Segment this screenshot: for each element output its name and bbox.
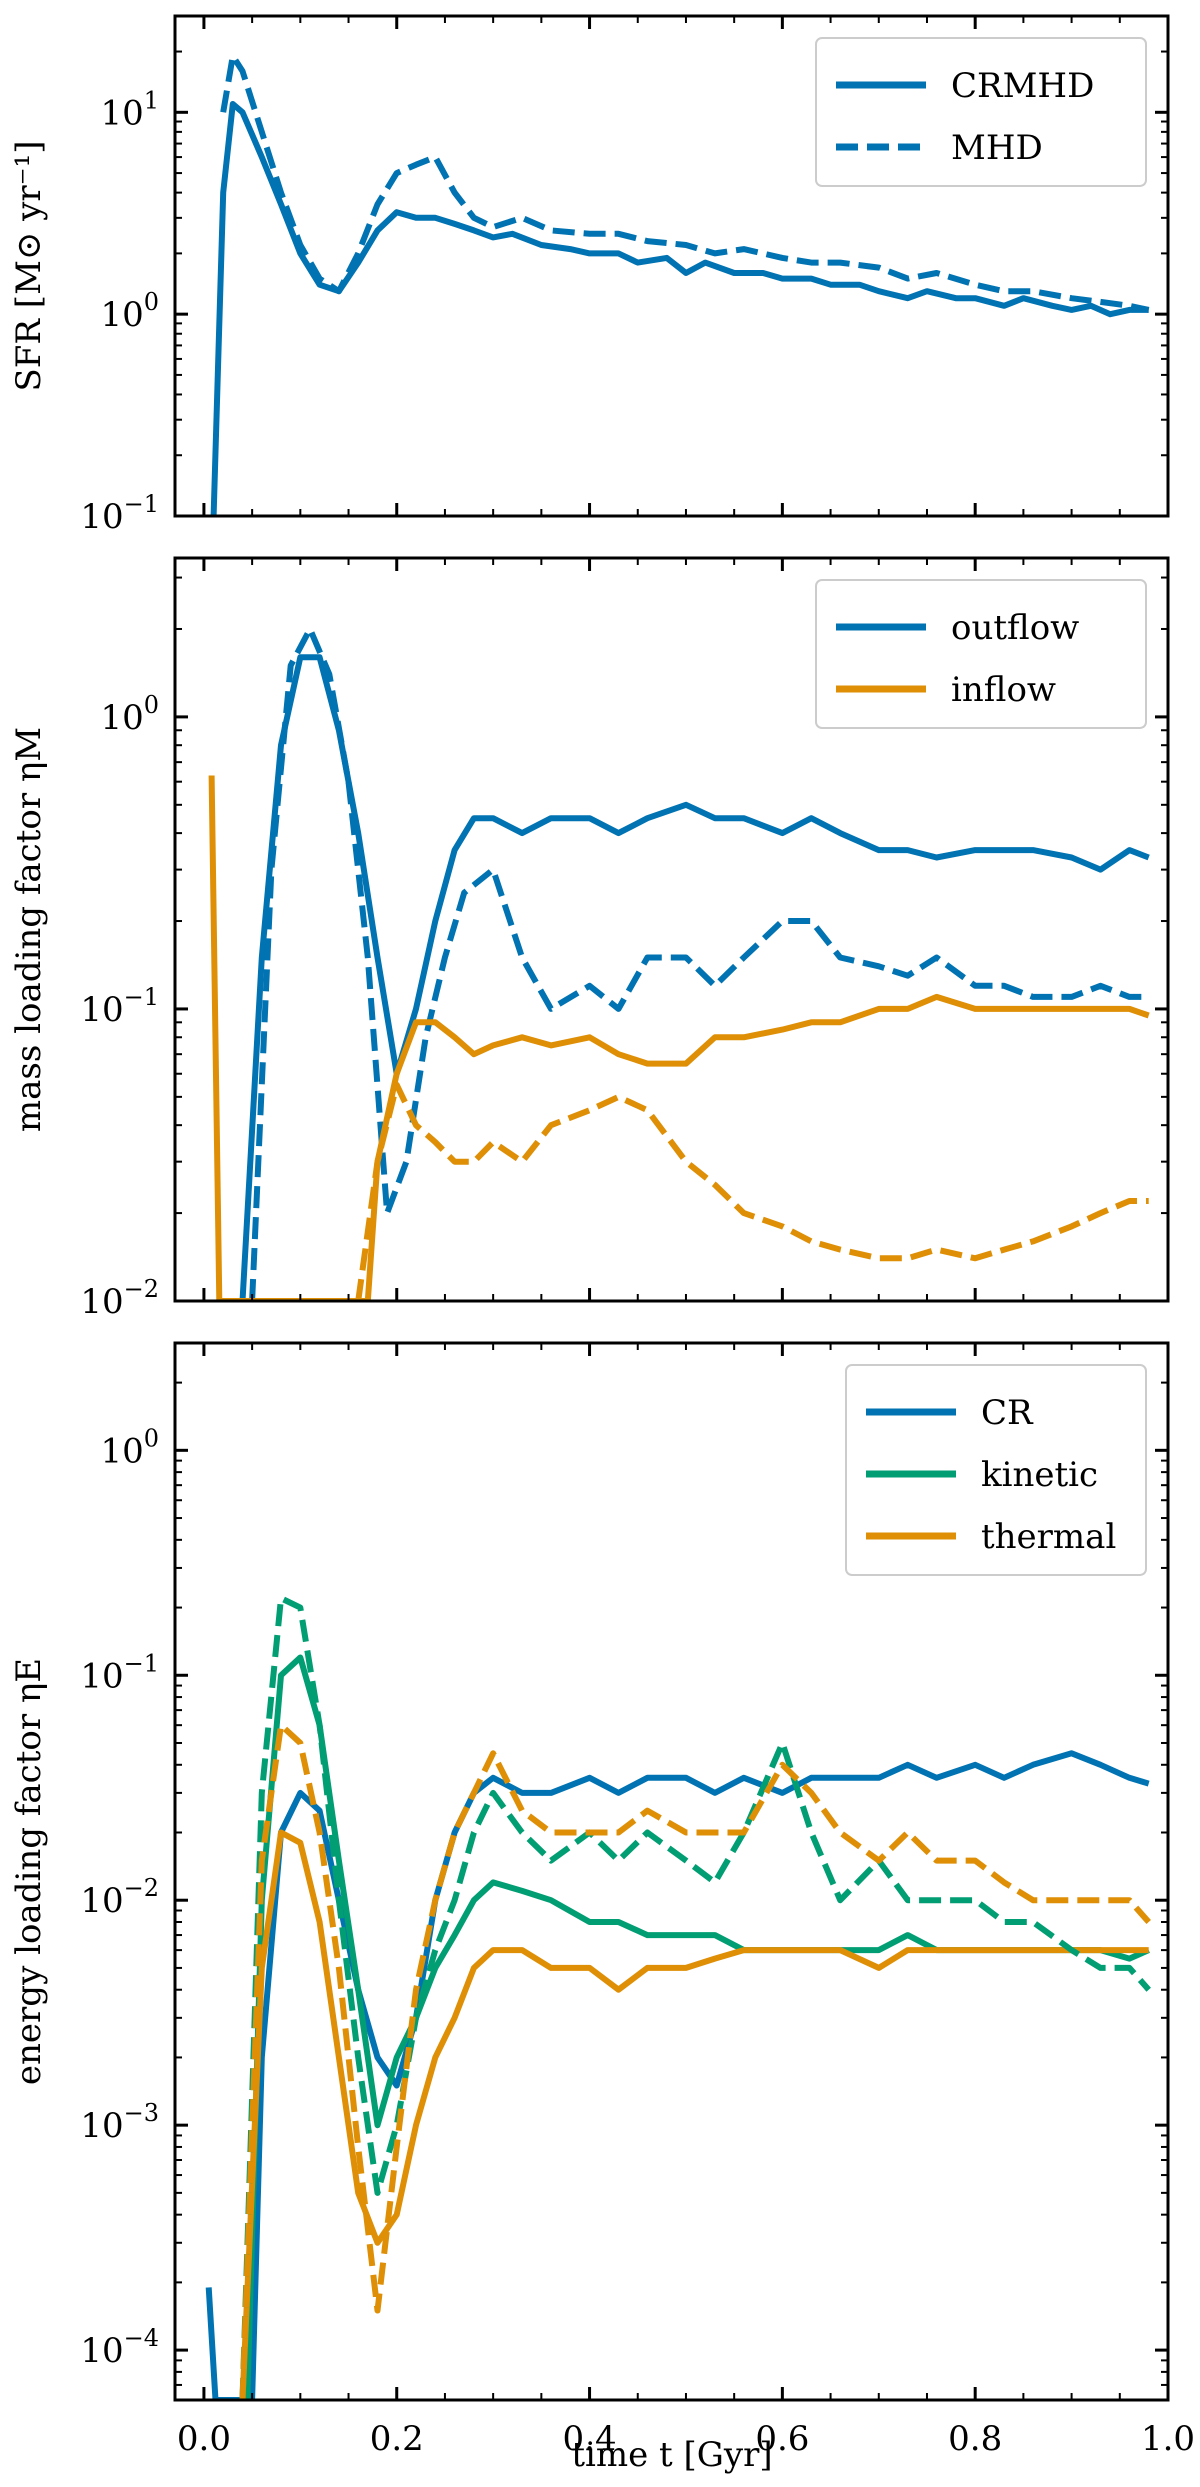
- series-line-thermal-crmhd: [239, 1829, 1149, 2400]
- y-tick-label: 10−1: [80, 490, 159, 537]
- x-tick-label: 0.0: [177, 2419, 231, 2459]
- legend-label-kinetic: kinetic: [981, 1455, 1098, 1495]
- y-tick-label: 101: [100, 86, 159, 133]
- axes-frame: [173, 556, 1170, 1303]
- energy-loading-panel: 10−4 10−3 10−2 10−1 100 energy loading factor…: [9, 1341, 1170, 2402]
- series-line-kinetic-mhd: [239, 1595, 1151, 2400]
- y-axis-label: SFR [M⊙ yr⁻¹]: [9, 141, 49, 392]
- x-tick-label: 1.0: [1141, 2419, 1195, 2459]
- axes-frame: [173, 14, 1170, 518]
- legend: CRMHD MHD: [815, 37, 1147, 187]
- series-group: [205, 1595, 1151, 2400]
- y-tick-label: 100: [100, 1424, 159, 1471]
- series-group: [210, 53, 1150, 516]
- sfr-panel: 10−1 100 101 SFR [M⊙ yr⁻¹] CRMHD MHD: [9, 14, 1170, 537]
- legend-label-cr: CR: [981, 1393, 1034, 1433]
- y-tick-label: 10−2: [80, 1874, 159, 1921]
- mass-loading-panel: 10−2 10−1 100 mass loading factor ηM outflow…: [9, 556, 1170, 1322]
- x-axis-label: time t [Gyr]: [571, 2435, 772, 2475]
- legend-label-inflow: inflow: [951, 670, 1056, 710]
- axes-frame: [173, 1341, 1170, 2402]
- x-tick-label: 0.4: [563, 2419, 617, 2459]
- series-line-crmhd: [210, 101, 1149, 516]
- y-tick-label: 10−4: [80, 2324, 159, 2371]
- legend-label-crmhd: CRMHD: [951, 66, 1094, 106]
- legend-box: [845, 1364, 1147, 1576]
- y-tick-label: 100: [100, 288, 159, 335]
- y-axis-label: mass loading factor ηM: [9, 727, 49, 1132]
- legend: outflow inflow: [815, 579, 1147, 729]
- series-line-mhd: [220, 53, 1150, 313]
- legend-label-outflow: outflow: [951, 608, 1079, 648]
- y-tick-label: 10−3: [80, 2099, 159, 2146]
- y-tick-label: 10−1: [80, 1649, 159, 1696]
- x-tick-label: 0.6: [755, 2419, 809, 2459]
- legend: CR kinetic thermal: [845, 1364, 1147, 1576]
- y-tick-label: 10−1: [80, 983, 159, 1030]
- series-line-thermal-mhd: [239, 1722, 1151, 2400]
- y-tick-label: 100: [100, 691, 159, 738]
- series-line-inflow-crmhd: [208, 775, 1150, 1301]
- series-line-kinetic-crmhd: [244, 1654, 1150, 2400]
- series-line-outflow-mhd: [249, 626, 1149, 1301]
- legend-label-mhd: MHD: [951, 128, 1043, 168]
- y-tick-label: 10−2: [80, 1275, 159, 1322]
- series-line-inflow-mhd: [355, 1081, 1149, 1301]
- series-group: [208, 626, 1150, 1301]
- series-line-outflow-crmhd: [239, 654, 1150, 1301]
- series-line-cr-crmhd: [205, 1750, 1150, 2400]
- legend-label-thermal: thermal: [981, 1517, 1116, 1557]
- y-axis-label: energy loading factor ηE: [9, 1658, 49, 2085]
- x-tick-label: 0.8: [948, 2419, 1002, 2459]
- x-tick-label: 0.2: [370, 2419, 424, 2459]
